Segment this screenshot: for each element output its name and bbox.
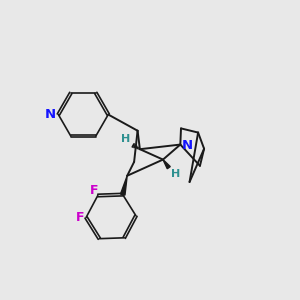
Polygon shape	[163, 160, 170, 169]
Text: H: H	[121, 134, 130, 144]
Polygon shape	[121, 176, 127, 195]
Text: H: H	[171, 169, 180, 179]
Text: F: F	[76, 211, 84, 224]
Text: F: F	[90, 184, 99, 197]
Text: N: N	[182, 139, 193, 152]
Text: N: N	[45, 108, 56, 121]
